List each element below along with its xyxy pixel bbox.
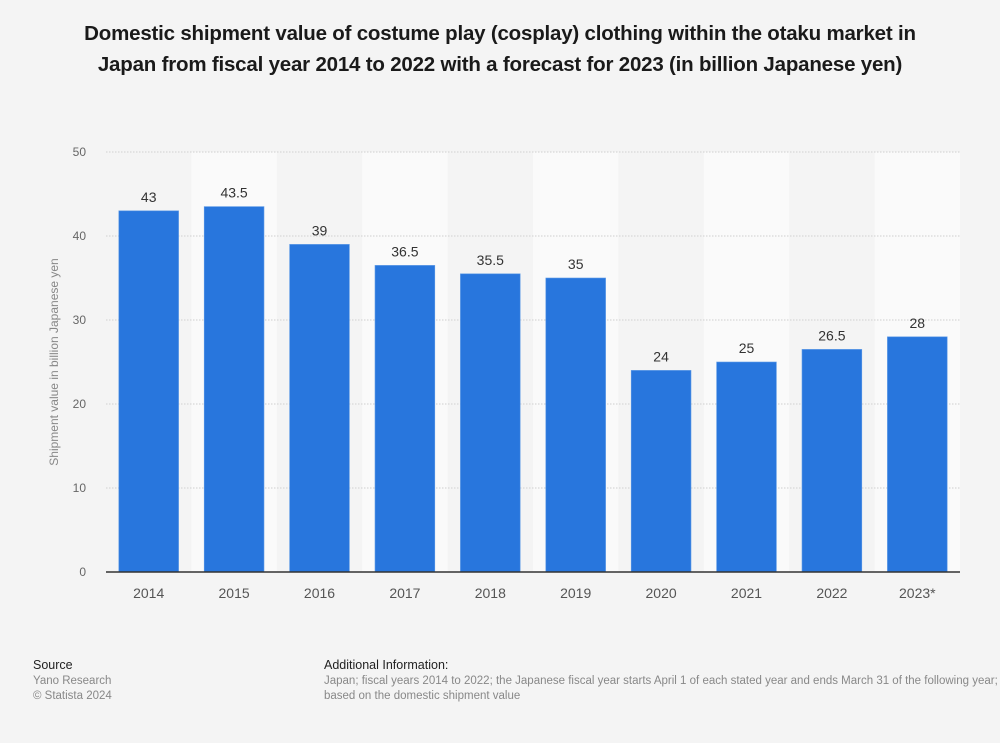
source-heading: Source	[33, 658, 73, 672]
x-tick-label: 2023*	[899, 585, 936, 601]
x-tick-label: 2016	[304, 585, 335, 601]
y-tick-label: 10	[73, 481, 87, 495]
source-block: Source Yano Research © Statista 2024	[33, 658, 112, 705]
copyright: © Statista 2024	[33, 690, 112, 702]
y-axis-label: Shipment value in billion Japanese yen	[47, 258, 61, 465]
bar	[460, 273, 521, 573]
data-label: 43	[141, 189, 157, 205]
data-label: 25	[739, 340, 755, 356]
x-tick-label: 2019	[560, 585, 591, 601]
x-tick-label: 2018	[475, 585, 506, 601]
data-label: 43.5	[220, 185, 247, 201]
chart-title: Domestic shipment value of costume play …	[84, 22, 916, 76]
y-tick-label: 40	[73, 229, 87, 243]
data-label: 28	[910, 315, 926, 331]
data-label: 36.5	[391, 243, 418, 259]
x-tick-label: 2022	[816, 585, 847, 601]
y-tick-label: 0	[79, 565, 86, 579]
additional-info-block: Additional Information: Japan; fiscal ye…	[324, 658, 998, 705]
bar	[716, 361, 777, 573]
bar	[289, 244, 350, 573]
x-tick-label: 2020	[646, 585, 677, 601]
additional-info-line: Japan; fiscal years 2014 to 2022; the Ja…	[324, 674, 998, 687]
data-label: 35.5	[477, 252, 504, 268]
data-label: 26.5	[818, 327, 845, 343]
data-label: 24	[653, 348, 669, 364]
bar	[118, 210, 179, 573]
bar	[801, 349, 863, 573]
bar	[545, 277, 606, 573]
bar	[374, 265, 436, 573]
y-tick-label: 20	[73, 397, 87, 411]
bar	[203, 206, 265, 573]
x-tick-label: 2017	[389, 585, 420, 601]
additional-info-heading: Additional Information:	[324, 658, 449, 672]
additional-info-line: based on the domestic shipment value	[324, 690, 521, 702]
y-tick-label: 50	[73, 145, 87, 159]
bar	[630, 370, 692, 573]
y-tick-label: 30	[73, 313, 87, 327]
bar	[887, 336, 948, 573]
x-tick-label: 2015	[219, 585, 250, 601]
x-tick-label: 2014	[133, 585, 164, 601]
data-label: 35	[568, 256, 584, 272]
bar-chart: 0 10 20 30 40 50 Shipment value in billion Jap…	[47, 145, 960, 601]
data-label: 39	[312, 222, 328, 238]
source-name[interactable]: Yano Research	[33, 674, 112, 687]
x-tick-label: 2021	[731, 585, 762, 601]
